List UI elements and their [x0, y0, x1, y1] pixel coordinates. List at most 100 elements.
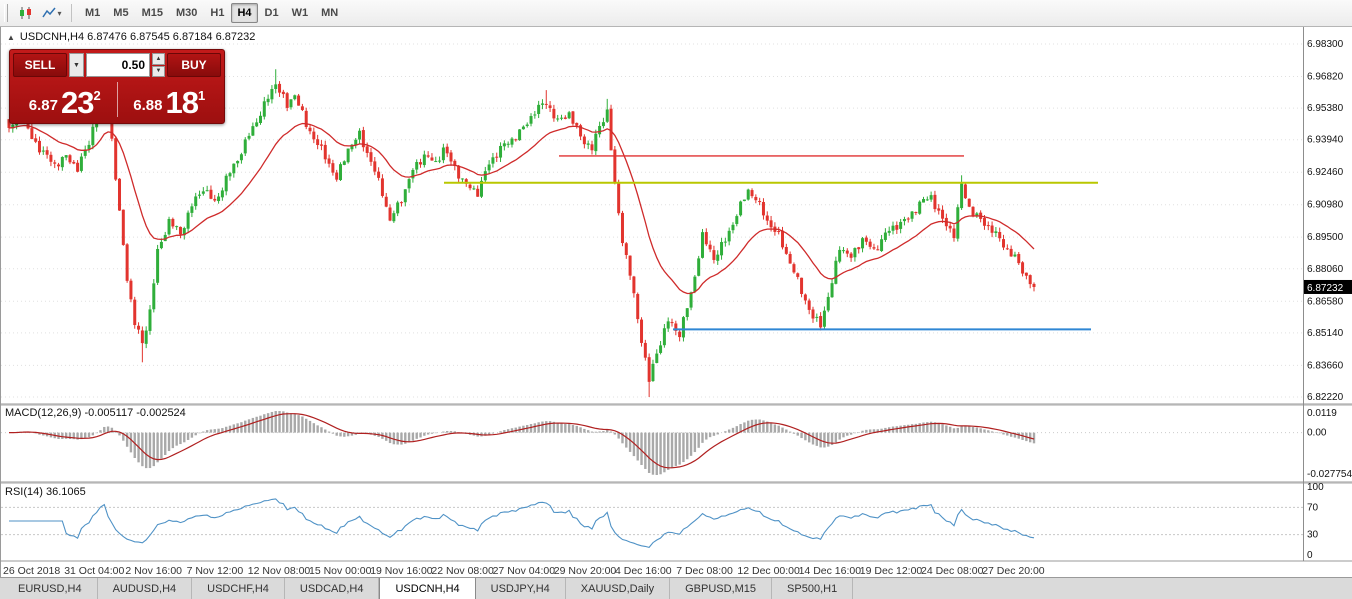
- chart-tab-usdcad[interactable]: USDCAD,H4: [285, 578, 380, 599]
- macd-label: MACD(12,26,9) -0.005117 -0.002524: [5, 407, 186, 419]
- macd-scale-labels: 0.0119 0.00 -0.027754: [1307, 408, 1352, 480]
- svg-text:6.95380: 6.95380: [1307, 103, 1344, 114]
- buy-price[interactable]: 6.88 18 1: [118, 79, 222, 120]
- svg-text:100: 100: [1307, 482, 1324, 493]
- indicators-menu-icon[interactable]: ▾: [40, 3, 64, 24]
- timeframe-button-h4[interactable]: H4: [231, 3, 258, 23]
- buy-button[interactable]: BUY: [167, 53, 221, 77]
- svg-text:2 Nov 16:00: 2 Nov 16:00: [125, 565, 182, 577]
- svg-text:6.90980: 6.90980: [1307, 200, 1344, 211]
- svg-text:0.0119: 0.0119: [1307, 408, 1337, 419]
- macd-signal-line: [9, 413, 1035, 469]
- volume-decrease-icon[interactable]: ▼: [152, 65, 165, 77]
- buy-price-point: 1: [197, 88, 206, 103]
- svg-text:26 Oct 2018: 26 Oct 2018: [3, 565, 60, 577]
- toolbar-separator: [71, 4, 72, 22]
- svg-text:6.82220: 6.82220: [1307, 392, 1344, 403]
- svg-text:7 Dec 08:00: 7 Dec 08:00: [676, 565, 733, 577]
- timeframe-button-h1[interactable]: H1: [210, 7, 225, 19]
- svg-text:70: 70: [1307, 502, 1319, 513]
- svg-text:24 Dec 08:00: 24 Dec 08:00: [921, 565, 984, 577]
- svg-text:6.98300: 6.98300: [1307, 39, 1344, 50]
- svg-text:0: 0: [1307, 550, 1313, 561]
- sell-price-point: 2: [93, 88, 101, 103]
- price-chart[interactable]: 6.98300 6.96820 6.95380 6.93940 6.92460 6.909…: [1, 27, 1352, 577]
- symbol-ohlc-text: USDCNH,H4 6.87476 6.87545 6.87184 6.8723…: [19, 31, 256, 43]
- volume-increase-icon[interactable]: ▲: [152, 53, 165, 65]
- svg-text:12 Dec 00:00: 12 Dec 00:00: [737, 565, 800, 577]
- svg-text:22 Nov 08:00: 22 Nov 08:00: [431, 565, 494, 577]
- svg-text:29 Nov 20:00: 29 Nov 20:00: [554, 565, 617, 577]
- svg-text:14 Dec 16:00: 14 Dec 16:00: [799, 565, 862, 577]
- ma-line: [8, 122, 1035, 295]
- macd-histogram: [11, 411, 1036, 475]
- svg-text:27 Dec 20:00: 27 Dec 20:00: [982, 565, 1045, 577]
- chart-tab-eurusd[interactable]: EURUSD,H4: [3, 578, 98, 599]
- chevron-down-icon: ▾: [57, 8, 62, 18]
- timeframe-button-mn[interactable]: MN: [321, 7, 339, 19]
- chart-window: 6.98300 6.96820 6.95380 6.93940 6.92460 6.909…: [0, 27, 1352, 577]
- timeframe-button-m5[interactable]: M5: [113, 7, 129, 19]
- chart-tab-xauusd[interactable]: XAUUSD,Daily: [566, 578, 671, 599]
- buy-price-pips: 18: [165, 85, 198, 120]
- one-click-trading-widget: SELL ▼ ▲ ▼ BUY 6.87 23 2 6.88 18 1: [9, 49, 225, 124]
- rsi-scale-labels: 100 70 30 0: [1307, 482, 1324, 561]
- svg-text:6.86580: 6.86580: [1307, 296, 1344, 307]
- chart-tab-sp500[interactable]: SP500,H1: [772, 578, 854, 599]
- chart-tab-gbpusd[interactable]: GBPUSD,M15: [670, 578, 773, 599]
- timeframe-button-m30[interactable]: M30: [175, 7, 198, 19]
- sell-price-pips: 23: [60, 85, 94, 120]
- chart-type-icon[interactable]: [14, 3, 38, 24]
- toolbar-grip[interactable]: [4, 4, 8, 22]
- chart-tab-usdcnh[interactable]: USDCNH,H4: [379, 578, 476, 599]
- rsi-label: RSI(14) 36.1065: [5, 486, 86, 498]
- svg-text:6.92460: 6.92460: [1307, 167, 1344, 178]
- svg-text:6.89500: 6.89500: [1307, 232, 1344, 243]
- candlestick-glyph: [20, 7, 31, 19]
- volume-input[interactable]: [86, 53, 150, 77]
- sell-price[interactable]: 6.87 23 2: [13, 79, 117, 120]
- rsi-level-lines: [1, 506, 1303, 536]
- chart-tab-audusd[interactable]: AUDUSD,H4: [98, 578, 193, 599]
- gridlines-layer: [1, 43, 1303, 398]
- timeframe-button-m1[interactable]: M1: [85, 7, 101, 19]
- svg-text:31 Oct 04:00: 31 Oct 04:00: [64, 565, 124, 577]
- svg-text:30: 30: [1307, 530, 1319, 541]
- chart-tab-usdjpy[interactable]: USDJPY,H4: [476, 578, 566, 599]
- svg-text:4 Dec 16:00: 4 Dec 16:00: [615, 565, 672, 577]
- svg-text:19 Dec 12:00: 19 Dec 12:00: [860, 565, 923, 577]
- svg-text:6.85140: 6.85140: [1307, 328, 1344, 339]
- svg-text:0.00: 0.00: [1307, 428, 1327, 439]
- price-scale-labels: 6.98300 6.96820 6.95380 6.93940 6.92460 6.909…: [1307, 39, 1344, 403]
- time-axis-labels: 26 Oct 2018 31 Oct 04:00 2 Nov 16:00 7 Nov …: [3, 565, 1045, 577]
- sell-price-prefix: 6.87: [28, 97, 58, 114]
- top-toolbar: ▾ M1 M5 M15 M30 H1 H4 D1 W1 MN: [0, 0, 1352, 27]
- svg-text:-0.027754: -0.027754: [1307, 469, 1352, 480]
- svg-text:6.83660: 6.83660: [1307, 360, 1344, 371]
- chart-tabs: EURUSD,H4 AUDUSD,H4 USDCHF,H4 USDCAD,H4 USDC…: [0, 577, 1352, 599]
- svg-text:6.93940: 6.93940: [1307, 135, 1344, 146]
- candles-layer[interactable]: [7, 59, 1036, 397]
- timeframe-button-m15[interactable]: M15: [141, 7, 163, 19]
- svg-text:15 Nov 00:00: 15 Nov 00:00: [309, 565, 372, 577]
- chart-tab-usdchf[interactable]: USDCHF,H4: [192, 578, 285, 599]
- svg-text:19 Nov 16:00: 19 Nov 16:00: [370, 565, 433, 577]
- timeframe-buttons: M1 M5 M15 M30 H1 H4 D1 W1 MN: [79, 3, 344, 23]
- current-price-badge: 6.87232: [1304, 279, 1352, 294]
- panel-separators: [1, 403, 1352, 562]
- svg-text:6.96820: 6.96820: [1307, 71, 1344, 82]
- rsi-line: [9, 498, 1035, 549]
- volume-dropdown-icon[interactable]: ▼: [69, 53, 84, 77]
- price-divider: [116, 82, 118, 117]
- timeframe-button-w1[interactable]: W1: [291, 7, 309, 19]
- indicator-glyph: [42, 7, 57, 18]
- volume-stepper: ▲ ▼: [152, 53, 165, 77]
- collapse-icon[interactable]: ▲: [7, 32, 15, 42]
- timeframe-button-d1[interactable]: D1: [264, 7, 279, 19]
- buy-price-prefix: 6.88: [133, 97, 163, 114]
- svg-text:6.87232: 6.87232: [1307, 283, 1344, 294]
- sell-button[interactable]: SELL: [13, 53, 67, 77]
- svg-text:12 Nov 08:00: 12 Nov 08:00: [248, 565, 311, 577]
- svg-text:27 Nov 04:00: 27 Nov 04:00: [493, 565, 556, 577]
- symbol-header: ▲ USDCNH,H4 6.87476 6.87545 6.87184 6.87…: [7, 31, 255, 43]
